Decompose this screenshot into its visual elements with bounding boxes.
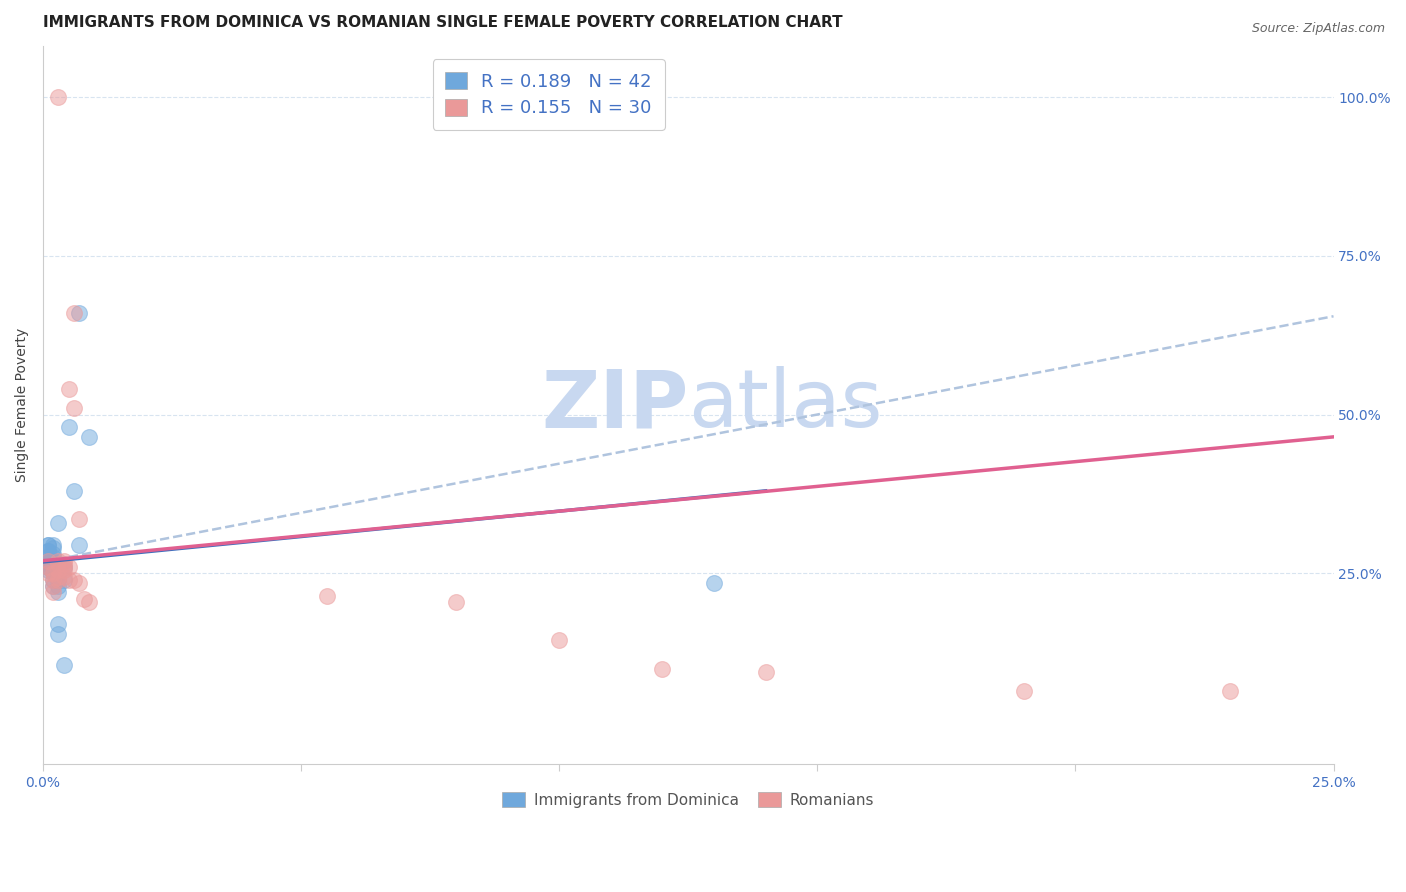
Point — [42, 563, 65, 577]
Point — [42, 538, 65, 552]
Point — [48, 90, 70, 104]
Point — [48, 626, 70, 640]
Point — [37, 560, 59, 574]
Point — [79, 595, 101, 609]
Point — [42, 579, 65, 593]
Point — [42, 573, 65, 587]
Point — [67, 575, 90, 590]
Point — [755, 665, 778, 679]
Point — [52, 658, 75, 673]
Text: IMMIGRANTS FROM DOMINICA VS ROMANIAN SINGLE FEMALE POVERTY CORRELATION CHART: IMMIGRANTS FROM DOMINICA VS ROMANIAN SIN… — [44, 15, 842, 30]
Point — [67, 512, 90, 526]
Point — [48, 560, 70, 574]
Point — [42, 557, 65, 571]
Point — [48, 557, 70, 571]
Point — [52, 560, 75, 574]
Point — [67, 538, 90, 552]
Point — [48, 573, 70, 587]
Point — [1219, 683, 1241, 698]
Point — [48, 617, 70, 632]
Point — [52, 554, 75, 568]
Point — [58, 420, 80, 434]
Point — [48, 557, 70, 571]
Legend: Immigrants from Dominica, Romanians: Immigrants from Dominica, Romanians — [494, 783, 883, 817]
Point — [42, 550, 65, 565]
Point — [444, 595, 467, 609]
Point — [37, 550, 59, 565]
Point — [37, 560, 59, 574]
Point — [42, 579, 65, 593]
Point — [48, 569, 70, 583]
Point — [52, 560, 75, 574]
Text: Source: ZipAtlas.com: Source: ZipAtlas.com — [1251, 22, 1385, 36]
Point — [48, 566, 70, 581]
Point — [73, 591, 96, 606]
Point — [52, 569, 75, 583]
Point — [48, 516, 70, 530]
Point — [58, 573, 80, 587]
Point — [37, 550, 59, 565]
Point — [52, 557, 75, 571]
Point — [58, 382, 80, 396]
Point — [63, 483, 86, 498]
Point — [48, 585, 70, 599]
Point — [37, 566, 59, 581]
Point — [42, 566, 65, 581]
Point — [63, 401, 86, 416]
Point — [37, 538, 59, 552]
Point — [42, 555, 65, 569]
Point — [48, 554, 70, 568]
Point — [651, 662, 673, 676]
Point — [37, 557, 59, 571]
Point — [48, 579, 70, 593]
Point — [37, 560, 59, 574]
Point — [67, 306, 90, 320]
Point — [37, 554, 59, 568]
Point — [42, 554, 65, 568]
Point — [37, 554, 59, 568]
Point — [37, 544, 59, 558]
Point — [37, 557, 59, 571]
Point — [48, 573, 70, 587]
Y-axis label: Single Female Poverty: Single Female Poverty — [15, 328, 30, 483]
Point — [37, 563, 59, 577]
Point — [37, 538, 59, 552]
Point — [703, 575, 725, 590]
Point — [42, 585, 65, 599]
Point — [37, 544, 59, 558]
Point — [79, 430, 101, 444]
Point — [548, 633, 571, 648]
Point — [63, 573, 86, 587]
Point — [42, 541, 65, 555]
Text: atlas: atlas — [688, 366, 883, 444]
Text: ZIP: ZIP — [541, 366, 688, 444]
Point — [52, 563, 75, 577]
Point — [42, 566, 65, 581]
Point — [48, 563, 70, 577]
Point — [52, 573, 75, 587]
Point — [42, 560, 65, 574]
Point — [42, 547, 65, 561]
Point — [63, 306, 86, 320]
Point — [315, 589, 337, 603]
Point — [1012, 683, 1035, 698]
Point — [42, 573, 65, 587]
Point — [58, 560, 80, 574]
